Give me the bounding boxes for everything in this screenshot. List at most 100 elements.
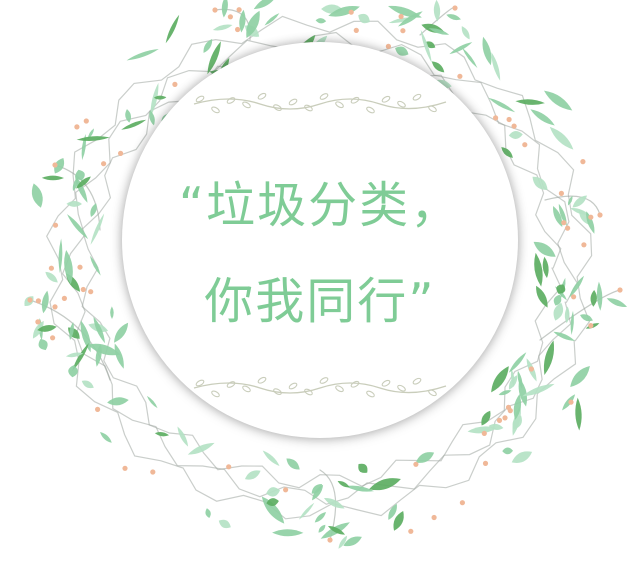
leaf — [38, 339, 48, 351]
leaf — [549, 126, 574, 150]
leaf — [569, 275, 584, 298]
leaf — [358, 463, 368, 473]
leaf — [72, 176, 79, 191]
leaf — [553, 302, 564, 321]
leaf — [90, 203, 97, 217]
bud — [283, 487, 289, 493]
bud — [400, 28, 406, 34]
leaf — [286, 458, 300, 470]
bud — [95, 406, 101, 412]
leaf — [570, 366, 590, 388]
leaf — [264, 13, 280, 26]
leaf — [67, 214, 89, 240]
bud — [35, 298, 42, 304]
leaf — [54, 157, 65, 174]
bud — [61, 295, 67, 301]
bud — [235, 26, 241, 33]
leaf — [324, 497, 345, 509]
leaf — [491, 52, 501, 81]
leaf — [100, 431, 112, 443]
leaf — [69, 322, 74, 340]
leaf — [575, 397, 582, 431]
leaf — [515, 99, 545, 105]
leaf — [146, 395, 158, 409]
bud — [588, 214, 594, 220]
leaf — [107, 397, 129, 406]
leaf — [311, 484, 322, 494]
leaf — [579, 209, 590, 225]
bud — [617, 287, 623, 293]
leaf — [358, 13, 370, 24]
center-disc — [122, 42, 518, 438]
leaf — [415, 452, 435, 463]
leaf — [244, 470, 261, 480]
leaf — [149, 110, 155, 126]
bud — [385, 43, 391, 50]
leaf — [343, 536, 362, 547]
leaf — [239, 9, 246, 33]
leaf — [37, 325, 57, 332]
leaf — [544, 90, 573, 111]
bud — [353, 27, 359, 33]
leaf — [606, 298, 628, 307]
leaf — [511, 451, 533, 463]
bud — [35, 319, 41, 325]
leaf — [446, 14, 461, 21]
bud — [236, 7, 242, 13]
leaf — [165, 14, 180, 44]
leaf — [318, 524, 326, 533]
bud — [528, 366, 535, 372]
bud — [580, 159, 586, 165]
bud — [122, 465, 128, 471]
leaf — [398, 11, 423, 27]
leaf — [553, 206, 563, 227]
leaf — [512, 415, 522, 430]
leaf — [328, 526, 346, 535]
leaf — [212, 24, 233, 31]
leaf — [315, 18, 327, 24]
leaf — [502, 447, 513, 455]
leaf — [87, 128, 95, 140]
bud — [150, 469, 156, 475]
leaf — [530, 109, 555, 126]
leaf — [246, 10, 260, 38]
leaf — [298, 502, 315, 520]
leaf — [45, 271, 58, 283]
leaf — [95, 344, 102, 367]
leaf — [65, 273, 81, 292]
leaf — [543, 340, 554, 375]
leaf — [72, 342, 89, 371]
leaf — [177, 426, 189, 447]
leaf — [449, 42, 473, 55]
leaf — [556, 284, 566, 294]
bud — [571, 294, 577, 300]
leaf — [491, 366, 509, 393]
bud — [48, 265, 55, 271]
leaf — [564, 306, 570, 324]
leaf — [534, 252, 543, 287]
bud — [101, 161, 107, 167]
leaf — [590, 289, 597, 307]
bud — [493, 115, 499, 121]
leaf — [41, 290, 49, 314]
bud — [50, 335, 56, 341]
leaf — [501, 147, 513, 158]
bud — [83, 118, 89, 124]
leaf — [513, 394, 522, 420]
leaf — [253, 0, 278, 10]
leaf — [431, 61, 445, 73]
bud — [327, 537, 333, 543]
leaf — [81, 380, 94, 389]
leaf — [154, 432, 169, 437]
leaf — [522, 383, 555, 397]
slogan-line-2: 你我同行” — [204, 273, 436, 330]
leaf — [533, 241, 556, 257]
leaf — [553, 294, 562, 306]
bud — [565, 225, 571, 231]
leaf — [76, 176, 91, 189]
bud — [481, 430, 487, 436]
bud — [502, 415, 508, 421]
leaf — [328, 6, 360, 17]
leaf — [462, 47, 478, 68]
leaf — [68, 365, 78, 378]
